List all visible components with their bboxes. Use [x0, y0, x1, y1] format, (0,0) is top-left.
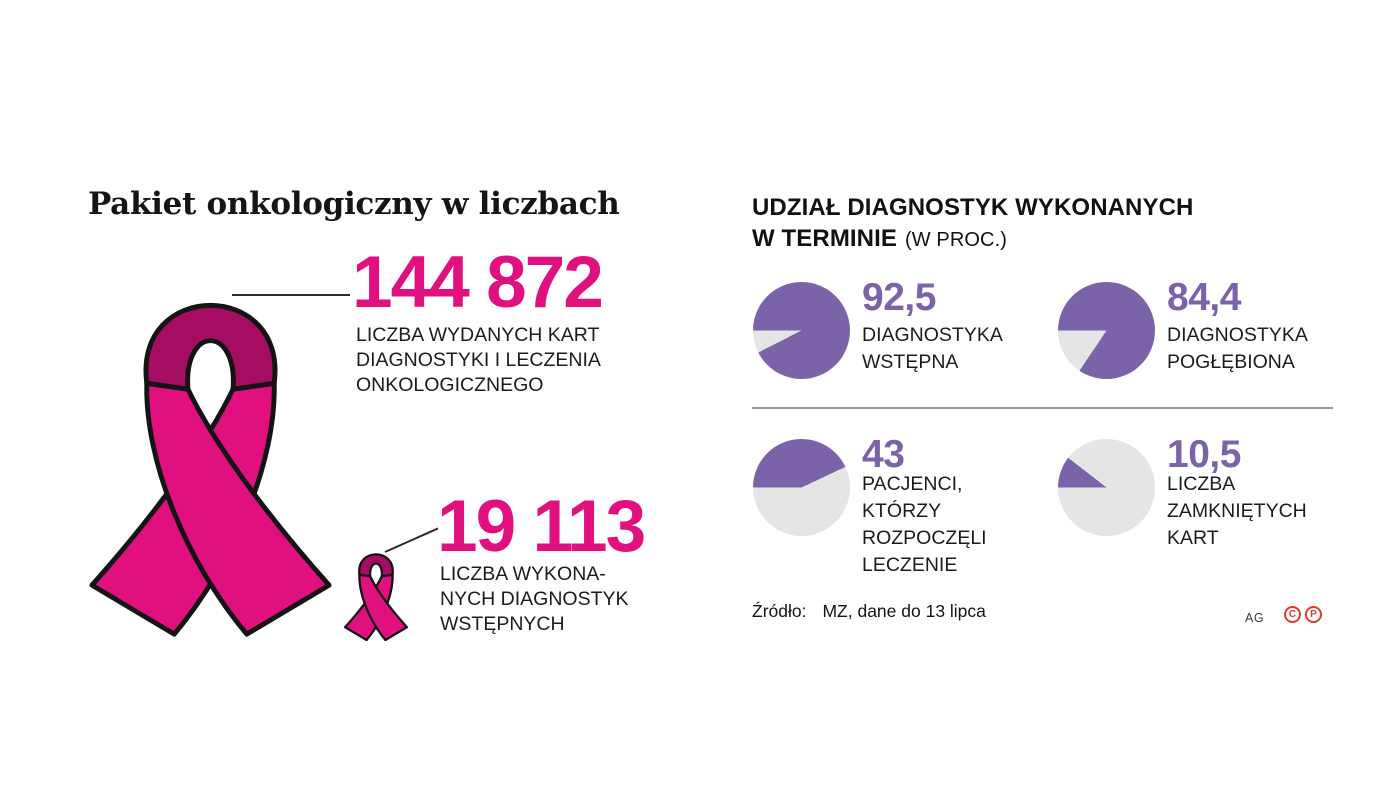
stat-label-line: WSTĘPNYCH — [440, 613, 565, 635]
pie-label-diagnostyka-poglebiona: DIAGNOSTYKA POGŁĘBIONA — [1167, 322, 1308, 376]
pie-label-line: POGŁĘBIONA — [1167, 351, 1295, 373]
pie-label-line: PACJENCI, — [862, 473, 963, 495]
author-credit: AG — [1245, 611, 1265, 625]
stat-label-cards-issued: LICZBA WYDANYCH KART DIAGNOSTYKI I LECZE… — [356, 323, 601, 398]
pie-label-line: DIAGNOSTYKA — [862, 324, 1003, 346]
pie-label-pacjenci-leczenie: PACJENCI, KTÓRZY ROZPOCZĘLI LECZENIE — [862, 471, 987, 579]
pie-value-diagnostyka-poglebiona: 84,4 — [1167, 276, 1241, 319]
horizontal-divider — [752, 407, 1333, 409]
chart-heading-unit-note: (W PROC.) — [905, 229, 1007, 251]
source-label: Źródło: — [752, 601, 807, 621]
stat-value-cards-issued: 144 872 — [352, 242, 604, 323]
connector-line-large-ribbon — [232, 294, 350, 296]
pie-label-line: KTÓRZY — [862, 500, 942, 522]
pie-chart-diagnostyka-wstepna — [753, 282, 850, 379]
chart-heading-line1: UDZIAŁ DIAGNOSTYK WYKONANYCH — [752, 194, 1194, 221]
pie-label-line: KART — [1167, 527, 1219, 549]
source-value: MZ, dane do 13 lipca — [822, 601, 986, 621]
stat-label-line: ONKOLOGICZNEGO — [356, 374, 544, 396]
pie-value-diagnostyka-wstepna: 92,5 — [862, 276, 936, 319]
stat-label-line: NYCH DIAGNOSTYK — [440, 588, 629, 610]
ribbon-loop — [143, 302, 278, 392]
pie-label-line: LECZENIE — [862, 554, 958, 576]
awareness-ribbon-small-icon — [344, 553, 408, 642]
stat-label-line: LICZBA WYKONA- — [440, 563, 606, 585]
pie-label-line: LICZBA — [1167, 473, 1236, 495]
copyright-badges: C P — [1284, 606, 1322, 623]
pie-chart-zamkniete-karty — [1058, 439, 1155, 536]
copyright-p-icon: P — [1305, 606, 1322, 623]
chart-heading-bold: W TERMINIE — [752, 225, 897, 252]
ribbon-loop — [358, 553, 394, 578]
stat-label-line: LICZBA WYDANYCH KART — [356, 324, 600, 346]
ribbon-band-front — [144, 380, 332, 637]
pie-chart-pacjenci-leczenie — [753, 439, 850, 536]
pie-label-line: DIAGNOSTYKA — [1167, 324, 1308, 346]
pie-label-line: WSTĘPNA — [862, 351, 959, 373]
pie-label-line: ROZPOCZĘLI — [862, 527, 987, 549]
stat-label-line: DIAGNOSTYKI I LECZENIA — [356, 349, 601, 371]
pie-value-pacjenci-leczenie: 43 — [862, 433, 905, 476]
ribbon-band-front — [358, 573, 408, 642]
stat-label-initial-diagnostics: LICZBA WYKONA- NYCH DIAGNOSTYK WSTĘPNYCH — [440, 562, 629, 637]
source-line: Źródło: MZ, dane do 13 lipca — [752, 601, 986, 622]
pie-value-zamkniete-karty: 10,5 — [1167, 433, 1241, 476]
awareness-ribbon-large-icon — [89, 302, 332, 637]
pie-label-diagnostyka-wstepna: DIAGNOSTYKA WSTĘPNA — [862, 322, 1003, 376]
page-title: Pakiet onkologiczny w liczbach — [88, 186, 620, 222]
pie-chart-diagnostyka-poglebiona — [1058, 282, 1155, 379]
copyright-c-icon: C — [1284, 606, 1301, 623]
stat-value-initial-diagnostics: 19 113 — [437, 486, 646, 567]
chart-heading-line2: W TERMINIE (W PROC.) — [752, 225, 1007, 253]
pie-label-zamkniete-karty: LICZBA ZAMKNIĘTYCH KART — [1167, 471, 1307, 552]
pie-label-line: ZAMKNIĘTYCH — [1167, 500, 1307, 522]
